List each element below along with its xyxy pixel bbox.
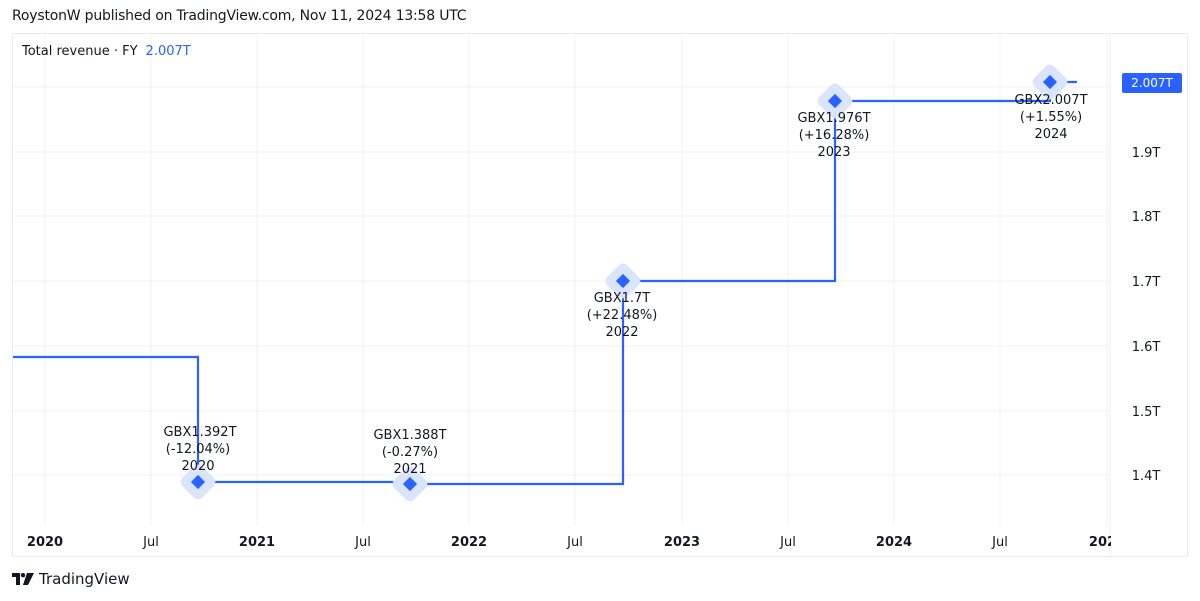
price-tick: 1.6T [1132,340,1161,355]
time-tick: 2024 [876,535,912,550]
tradingview-brand: TradingView [39,570,130,588]
time-tick: 2022 [451,535,487,550]
marker-2023 [827,93,843,109]
last-value-badge: 2.007T [1122,73,1182,93]
price-tick: 1.7T [1132,275,1161,290]
price-tick: 1.4T [1132,469,1161,484]
series-legend[interactable]: Total revenue · FY 2.007T [22,44,191,59]
legend-value: 2.007T [145,44,191,59]
data-point-markers[interactable] [190,74,1058,492]
horizontal-gridlines [13,86,1110,476]
annotation-year: 2023 [817,145,850,160]
price-tick: 1.9T [1132,146,1161,161]
tradingview-logo[interactable]: TradingView [12,570,130,588]
time-tick: 2020 [27,535,63,550]
annotation-change: (-0.27%) [382,445,438,460]
time-tick: Jul [354,535,371,550]
annotation-year: 2024 [1034,127,1067,142]
annotation-year: 2021 [393,462,426,477]
annotation-change: (+22.48%) [587,308,658,323]
annotation-change: (+1.55%) [1020,110,1082,125]
annotation-change: (+16.28%) [799,128,870,143]
annotation-value: GBX1.388T [373,428,446,443]
point-annotations: GBX1.392T (-12.04%) 2020 GBX1.388T (-0.2… [163,93,1087,477]
tradingview-logo-icon [12,573,34,585]
published-caption: RoystonW published on TradingView.com, N… [12,8,467,24]
price-tick: 1.8T [1132,210,1161,225]
marker-2020 [190,474,206,490]
marker-2021 [402,476,418,492]
time-axis[interactable]: 2020 Jul 2021 Jul 2022 Jul 2023 Jul 2024… [27,535,1125,550]
price-axis[interactable]: 1.9T 1.8T 1.7T 1.6T 1.5T 1.4T [1132,146,1161,484]
time-tick: Jul [779,535,796,550]
marker-2024 [1042,74,1058,90]
price-tick: 1.5T [1132,405,1161,420]
annotation-value: GBX1.976T [797,111,870,126]
annotation-value: GBX1.392T [163,425,236,440]
time-tick: Jul [142,535,159,550]
annotation-year: 2020 [181,459,214,474]
annotation-year: 2022 [605,325,638,340]
axis-corner [1111,530,1187,554]
time-tick: 2021 [239,535,275,550]
annotation-value: GBX2.007T [1014,93,1087,108]
chart-frame [12,33,1188,557]
annotation-change: (-12.04%) [166,442,230,457]
time-tick: 2023 [664,535,700,550]
time-tick: Jul [991,535,1008,550]
marker-2022 [615,273,631,289]
annotation-value: GBX1.7T [594,291,651,306]
revenue-step-line[interactable] [13,80,1077,486]
time-tick: Jul [566,535,583,550]
legend-label: Total revenue · FY [22,44,138,59]
